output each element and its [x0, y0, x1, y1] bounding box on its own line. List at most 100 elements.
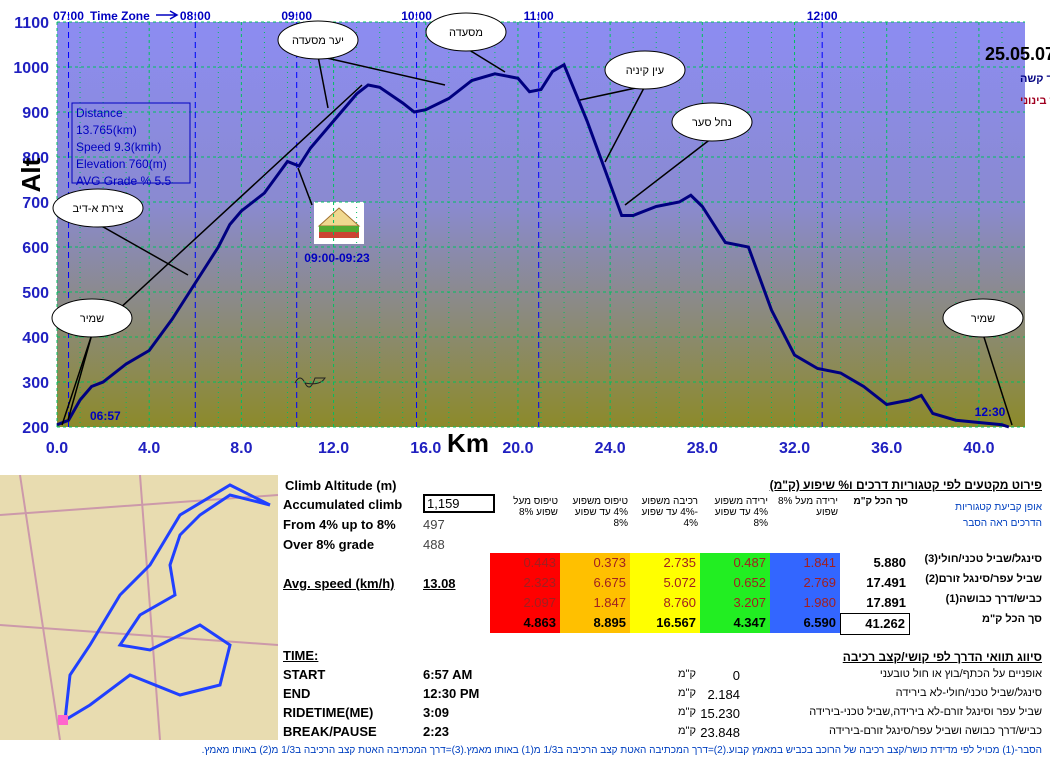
time-value: 6:57 AM	[423, 667, 473, 682]
segment-cell: 2.735	[630, 553, 700, 573]
difficulty-value: 0	[732, 668, 740, 683]
segment-cell: 0.487	[700, 553, 770, 573]
difficulty-title: סיווג תוואי הדרך לפי קושי/קצב רכיבה	[842, 650, 1042, 664]
difficulty-label: אופניים על הכתף/בוץ או חול טובעני	[879, 668, 1042, 680]
segment-cell: 1.841	[770, 553, 840, 573]
climb-title: Climb Altitude (m)	[285, 478, 397, 493]
segment-cell: 6.675	[560, 573, 630, 593]
y-tick-label: 900	[22, 105, 49, 122]
difficulty-label: סינגל/שביל טכני/חולי-לא בירידה	[895, 687, 1042, 699]
annotation-oval	[604, 50, 686, 90]
avg-speed-label: Avg. speed (km/h)	[283, 576, 395, 591]
annotation-arrow	[982, 333, 1013, 426]
elevation-line	[56, 62, 1010, 429]
chart: 200 300 400 500 600 700 800 900 1000 1100 0.0 4.0 8.…	[13, 9, 1050, 458]
point-label: 12:30	[975, 405, 1006, 419]
segment-cell: 8.760	[630, 593, 700, 613]
difficulty-label: כביש/דרך כבושה ושביל עפר/סינגל זורם-בירי…	[828, 725, 1042, 737]
difficulty-unit: ק"מ	[678, 668, 696, 680]
annotation-oval	[942, 298, 1024, 338]
annotation-arrow	[465, 47, 506, 73]
segment-cell: 3.207	[700, 593, 770, 613]
annotation-arrow	[317, 55, 329, 109]
segment-cell: 2.769	[770, 573, 840, 593]
signature	[294, 377, 326, 388]
annotation-text: יער מסעדה	[292, 35, 344, 47]
annotation-text: נחל סער	[692, 116, 732, 129]
y-tick-label: 1000	[13, 60, 49, 77]
climb-value: 497	[423, 517, 445, 532]
info-text: Elevation 760(m)	[76, 157, 167, 171]
segment-label: סך הכל ק"מ	[981, 613, 1042, 625]
y-tick-label: 200	[22, 420, 49, 437]
time-label: 12:00	[807, 9, 838, 23]
y-tick-label: 300	[22, 375, 49, 392]
segment-label: סינגל/שביל טכני/חולי(3)	[924, 553, 1042, 565]
x-tick-label: 36.0	[871, 440, 902, 457]
annotation-oval	[52, 188, 144, 228]
x-tick-label: 24.0	[595, 440, 626, 457]
info-box	[71, 102, 191, 184]
difficulty-label: שביל עפר וסינגל זורם-לא בירידה,שביל טכני…	[809, 706, 1042, 718]
difficulty-value: 2.184	[707, 687, 740, 702]
segment-cell: 0.652	[700, 573, 770, 593]
route-map	[0, 475, 278, 740]
y-axis-label: Alt	[16, 157, 46, 192]
time-label: 09:00	[281, 9, 312, 23]
segments-header: טיפוס מעל שפוע 8%	[513, 496, 558, 518]
segment-cell: 17.891	[840, 593, 910, 613]
climb-label: Accumulated climb	[283, 497, 403, 512]
avg-speed-value: 13.08	[423, 576, 456, 591]
time-zone-label: Time Zone	[90, 9, 150, 23]
subtitle: קושי טכני ממוצע(זרימה) מ1 עד 5=1.6 קל עד…	[1020, 94, 1050, 107]
climb-label: From 4% up to 8%	[283, 517, 396, 532]
point-label: 09:00-09:23	[304, 251, 370, 265]
segments-header: ירידה מעל 8% שפוע	[777, 496, 838, 518]
difficulty-value: 15.230	[700, 706, 740, 721]
segment-cell: 0.443	[490, 553, 560, 573]
difficulty-unit: ק"מ	[678, 725, 696, 737]
x-tick-label: 8.0	[230, 440, 252, 457]
difficulty-unit: ק"מ	[678, 706, 696, 718]
sandwich-icon	[314, 202, 364, 244]
x-tick-label: 28.0	[687, 440, 718, 457]
y-tick-label: 600	[22, 240, 49, 257]
annotation-oval	[425, 12, 507, 52]
segment-cell: 0.373	[560, 553, 630, 573]
x-tick-label: 0.0	[46, 440, 68, 457]
segments-note: אופן קביעת קטגוריות	[955, 502, 1042, 513]
climb-value: 1,159	[423, 494, 495, 513]
difficulty-unit: ק"מ	[678, 687, 696, 699]
time-title: TIME:	[283, 648, 319, 663]
info-text: AVG Grade % 5.5	[76, 174, 171, 188]
annotation-arrow	[624, 137, 713, 206]
annotation-arrow	[317, 55, 446, 86]
y-tick-label: 500	[22, 285, 49, 302]
segments-header: טיפוס משפוע 4% עד שפוע 8%	[572, 496, 628, 529]
x-tick-label: 12.0	[318, 440, 349, 457]
segments-header: רכיבה משפוע -4% עד שפוע 4%	[641, 496, 698, 529]
segment-cell: 1.980	[770, 593, 840, 613]
annotation-oval	[277, 20, 359, 60]
segment-cell: 5.072	[630, 573, 700, 593]
annotation-arrow	[67, 333, 93, 421]
segment-cell: 5.880	[840, 553, 910, 573]
subtitle: דרגת קושי(סבולת) זח מ1 עד 7= 4.3 בינוני …	[1020, 72, 1050, 85]
x-tick-label: 32.0	[779, 440, 810, 457]
segment-cell: 41.262	[840, 613, 910, 635]
footnote: הסבר-(1) מכויל לפי מדידת כושר/קצב רכיבה …	[201, 745, 1042, 756]
chart-title: גולן 25.05.07	[985, 44, 1050, 64]
segment-cell: 2.097	[490, 593, 560, 613]
annotation-text: מסעדה	[449, 27, 483, 39]
annotation-text: שמיר	[971, 313, 995, 325]
info-text: 13.765(km)	[76, 123, 137, 137]
difficulty-value: 23.848	[700, 725, 740, 740]
segment-cell: 8.895	[560, 613, 630, 633]
y-tick-label: 1100	[14, 15, 49, 32]
time-label: 11:00	[524, 9, 554, 23]
info-text: Distance	[76, 106, 123, 120]
map-drawing	[0, 475, 278, 740]
segment-label: כביש/דרך כבושה(1)	[945, 593, 1042, 605]
annotation-arrow	[97, 223, 189, 276]
